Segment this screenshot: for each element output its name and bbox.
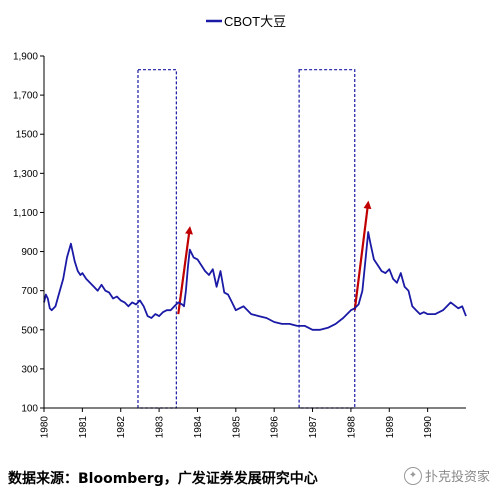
annotations-layer xyxy=(137,69,372,409)
x-tick-label: 1986 xyxy=(270,416,281,439)
x-tick-label: 1983 xyxy=(155,416,166,439)
trend-arrow-2 xyxy=(177,226,193,315)
x-tick-label: 1990 xyxy=(423,416,434,439)
watermark-text: 扑克投资家 xyxy=(425,470,491,485)
series-layer xyxy=(43,231,467,331)
x-tick-label: 1982 xyxy=(116,416,127,439)
y-tick-label: 1,100 xyxy=(13,208,38,219)
series-line-cbot-soybean xyxy=(43,231,467,331)
chart-legend: CBOT大豆 xyxy=(206,14,286,29)
y-tick-label: 1,700 xyxy=(13,91,38,102)
x-tick-label: 1984 xyxy=(193,416,204,439)
x-tick-label: 1980 xyxy=(40,416,51,439)
legend-label: CBOT大豆 xyxy=(224,14,286,29)
y-tick-label: 300 xyxy=(21,364,38,375)
soybean-price-chart: CBOT大豆 100 300 500 700 900 1,100 1,300 1500 1,70… xyxy=(13,14,467,439)
y-tick-label: 1500 xyxy=(16,130,39,141)
trend-arrow-3 xyxy=(353,200,372,311)
source-note: 数据来源：Bloomberg，广发证券发展研究中心 xyxy=(8,471,318,487)
highlight-box-1 xyxy=(137,69,177,409)
x-tick-label: 1987 xyxy=(308,416,319,439)
x-tick-label: 1988 xyxy=(346,416,357,439)
watermark: ✦ 扑克投资家 xyxy=(404,466,490,485)
y-tick-label: 700 xyxy=(21,286,38,297)
axes-layer: 100 300 500 700 900 1,100 1,300 1500 1,700 1,900 1… xyxy=(13,52,466,439)
x-tick-label: 1985 xyxy=(231,416,242,439)
x-tick-label: 1989 xyxy=(385,416,396,439)
y-tick-label: 1,300 xyxy=(13,169,38,180)
y-tick-label: 900 xyxy=(21,247,38,258)
y-tick-label: 100 xyxy=(21,404,38,415)
y-tick-label: 1,900 xyxy=(13,52,38,63)
x-tick-label: 1981 xyxy=(78,416,89,439)
highlight-box-2 xyxy=(298,69,356,409)
wechat-icon: ✦ xyxy=(404,466,422,485)
y-tick-label: 500 xyxy=(21,325,38,336)
